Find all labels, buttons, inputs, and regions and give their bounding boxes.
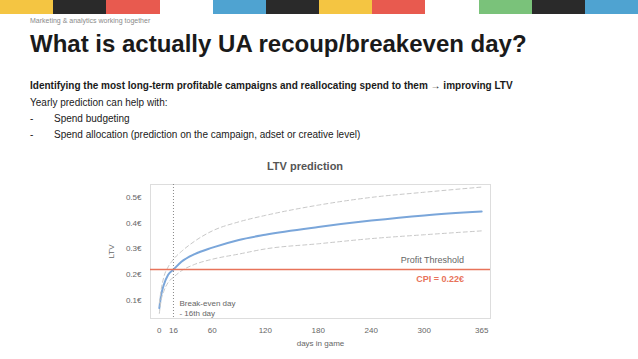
svg-text:0: 0 xyxy=(157,326,162,335)
svg-text:16: 16 xyxy=(169,326,178,335)
html-text:Spend allocation (prediction o: Spend allocation (prediction on the camp… xyxy=(54,129,361,140)
svg-text:LTV: LTV xyxy=(107,244,116,259)
svg-text:180: 180 xyxy=(312,326,326,335)
svg-text:60: 60 xyxy=(208,326,217,335)
svg-text:0.1€: 0.1€ xyxy=(126,296,142,305)
html-text:LTV prediction: LTV prediction xyxy=(266,160,344,172)
html-text:Identifying the most long-term: Identifying the most long-term profitabl… xyxy=(30,80,513,91)
svg-text:0.5€: 0.5€ xyxy=(126,193,142,202)
html-text:Yearly prediction can help wit: Yearly prediction can help with: xyxy=(30,97,168,108)
html-text:What is actually UA recoup/bre: What is actually UA recoup/breakeven day… xyxy=(30,30,527,57)
html-text:Marketing & analytics working: Marketing & analytics working together xyxy=(30,17,151,24)
svg-text:CPI = 0.22€: CPI = 0.22€ xyxy=(416,274,464,284)
svg-text:300: 300 xyxy=(418,326,432,335)
html-text:Spend budgeting: Spend budgeting xyxy=(54,113,130,124)
svg-text:240: 240 xyxy=(365,326,379,335)
svg-text:0.4€: 0.4€ xyxy=(126,219,142,228)
svg-text:0.2€: 0.2€ xyxy=(126,270,142,279)
svg-text:120: 120 xyxy=(259,326,273,335)
svg-text:Profit Threshold: Profit Threshold xyxy=(401,255,464,265)
svg-text:Break-even day- 16th day: Break-even day- 16th day xyxy=(179,299,235,318)
svg-text:365: 365 xyxy=(475,326,489,335)
svg-text:0.3€: 0.3€ xyxy=(126,244,142,253)
svg-text:days in game: days in game xyxy=(297,339,345,348)
